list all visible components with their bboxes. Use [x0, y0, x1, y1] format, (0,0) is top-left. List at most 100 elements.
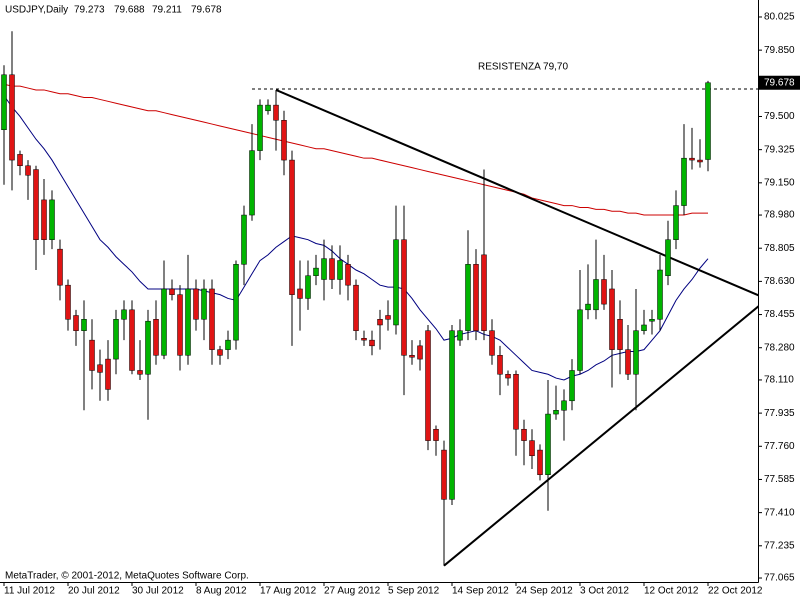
x-tick-label: 14 Sep 2012 — [452, 586, 509, 597]
x-tick-label: 8 Aug 2012 — [196, 586, 247, 597]
candle-body — [97, 364, 103, 373]
candle-body — [265, 104, 271, 112]
x-tick-label: 24 Sep 2012 — [516, 586, 573, 597]
candle-body — [553, 410, 559, 415]
candle-body — [633, 330, 639, 375]
candle-body — [473, 264, 479, 331]
candle-body — [105, 358, 111, 390]
y-tick-label: 78.110 — [764, 375, 794, 386]
candle-body — [457, 330, 463, 341]
y-tick-label: 80.025 — [764, 12, 795, 23]
candle-body — [441, 449, 447, 500]
candle-body — [417, 345, 423, 360]
x-tick-label: 11 Jul 2012 — [4, 586, 55, 597]
annotation: RESISTENZA 79,70 — [478, 62, 568, 73]
candle-body — [329, 258, 335, 280]
candle-body — [233, 264, 239, 341]
y-tick-label: 78.280 — [764, 342, 795, 353]
candle-body — [121, 309, 127, 320]
x-tick-label: 12 Oct 2012 — [644, 586, 699, 597]
moving-average — [3, 83, 708, 216]
y-tick-label: 78.805 — [764, 243, 795, 254]
candle-body — [425, 330, 431, 441]
candle-body — [73, 315, 79, 331]
candle-body — [361, 337, 367, 341]
candle-body — [505, 374, 511, 379]
candle-body — [649, 319, 655, 322]
y-tick-label: 77.935 — [764, 408, 795, 419]
candle-body — [345, 264, 351, 286]
y-tick-label: 78.980 — [764, 210, 795, 221]
candle-body — [65, 284, 71, 320]
candle-body — [593, 279, 599, 311]
x-tick-label: 30 Jul 2012 — [132, 586, 184, 597]
candle-body — [145, 320, 151, 375]
y-tick-label: 78.455 — [764, 309, 795, 320]
candle-body — [577, 309, 583, 371]
candle-body — [617, 319, 623, 350]
candle-body — [689, 157, 695, 161]
candle-body — [9, 74, 15, 161]
candle-body — [377, 319, 383, 326]
candle-body — [209, 288, 215, 350]
candle-body — [25, 165, 31, 176]
y-tick-label: 77.065 — [764, 573, 795, 584]
candle-body — [521, 428, 527, 441]
candle-body — [449, 330, 455, 500]
candle-body — [313, 267, 319, 276]
candle-body — [481, 254, 487, 331]
candle-body — [697, 159, 703, 163]
x-tick-label: 5 Sep 2012 — [388, 586, 440, 597]
y-tick-label: 78.630 — [764, 276, 795, 287]
candle-body — [465, 264, 471, 331]
footer: MetaTrader, © 2001-2012, MetaQuotes Soft… — [5, 571, 249, 582]
candle-body — [497, 355, 503, 375]
candle-body — [249, 150, 255, 216]
header-low: 79.211 — [152, 5, 182, 16]
candle-body — [529, 440, 535, 457]
x-tick-label: 20 Jul 2012 — [68, 586, 120, 597]
candle-body — [177, 294, 183, 356]
candle-body — [393, 239, 399, 326]
candle-body — [545, 413, 551, 475]
x-tick-label: 22 Oct 2012 — [708, 586, 763, 597]
candle-body — [153, 319, 159, 356]
candle-body — [353, 284, 359, 331]
candle-body — [241, 214, 247, 265]
candle-body — [41, 199, 47, 240]
trendline — [275, 89, 758, 297]
candle-body — [681, 157, 687, 206]
candle-body — [185, 288, 191, 356]
candle-body — [57, 248, 63, 286]
trendline — [443, 305, 758, 567]
candle-body — [433, 428, 439, 441]
candle-body — [217, 349, 223, 356]
candle-body — [81, 319, 87, 331]
candle-body — [281, 120, 287, 161]
candle-body — [489, 330, 495, 356]
y-tick-label: 77.760 — [764, 441, 795, 452]
symbol: USDJPY,Daily — [5, 5, 68, 16]
candle-body — [641, 324, 647, 331]
x-tick-label: 3 Oct 2012 — [580, 586, 629, 597]
candle-body — [49, 199, 55, 240]
y-tick-label: 77.410 — [764, 507, 795, 518]
header-open: 79.273 — [74, 5, 105, 16]
candle-body — [705, 82, 711, 160]
candle-body — [321, 258, 327, 280]
candle-body — [657, 269, 663, 320]
header-close: 79.678 — [191, 5, 222, 16]
candle-body — [257, 104, 263, 151]
candle-body — [169, 288, 175, 295]
candle-body — [201, 288, 207, 320]
candle-body — [33, 169, 39, 240]
candle-body — [561, 400, 567, 411]
header-high: 79.688 — [114, 5, 145, 16]
y-tick-label: 79.325 — [764, 144, 795, 155]
candle-body — [305, 275, 311, 299]
candle-body — [161, 288, 167, 356]
y-tick-label: 79.850 — [764, 45, 795, 56]
candle-body — [569, 370, 575, 402]
candle-body — [225, 339, 231, 350]
